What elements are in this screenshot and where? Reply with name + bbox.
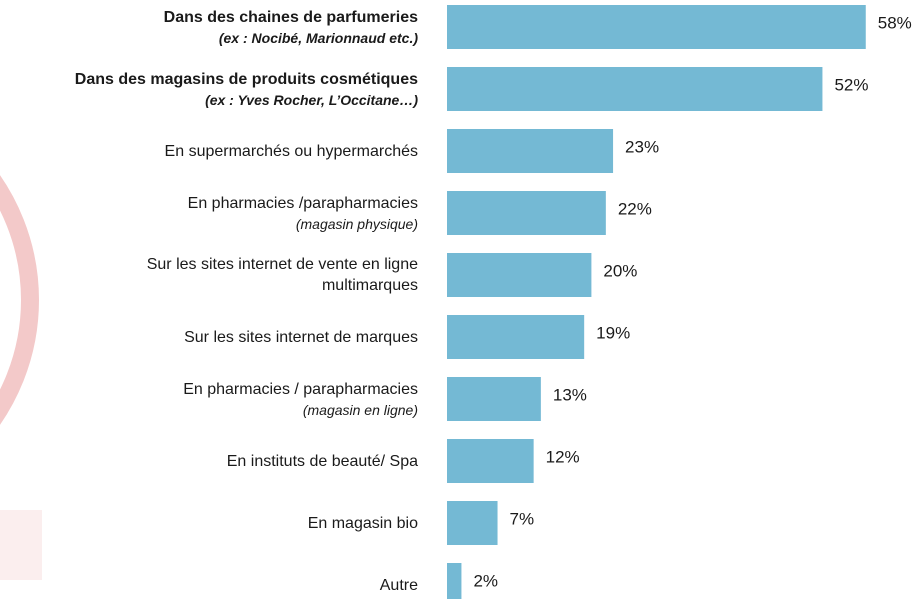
bar bbox=[447, 501, 498, 545]
category-label: Dans des magasins de produits cosmétique… bbox=[74, 70, 418, 88]
value-label: 23% bbox=[625, 137, 659, 156]
bar bbox=[447, 439, 534, 483]
category-label-group: Sur les sites internet de vente en ligne… bbox=[58, 254, 418, 296]
category-label: En pharmacies /parapharmacies bbox=[187, 194, 418, 212]
category-sublabel: (ex : Yves Rocher, L’Occitane…) bbox=[205, 91, 418, 108]
value-label: 19% bbox=[596, 323, 630, 342]
category-label-group: Sur les sites internet de marques bbox=[184, 327, 418, 348]
category-sublabel: (magasin en ligne) bbox=[302, 401, 418, 418]
value-label: 2% bbox=[473, 571, 498, 590]
category-label-group: En pharmacies / parapharmacies (magasin e… bbox=[183, 379, 418, 420]
category-label-group: Dans des chaines de parfumeries (ex : Noc… bbox=[164, 7, 418, 48]
bar bbox=[447, 5, 866, 49]
category-label-group: En supermarchés ou hypermarchés bbox=[165, 141, 418, 162]
bar bbox=[447, 563, 462, 599]
value-label: 58% bbox=[878, 13, 912, 32]
category-label: Sur les sites internet de vente en ligne… bbox=[146, 256, 418, 294]
value-label: 13% bbox=[553, 385, 587, 404]
bar bbox=[447, 315, 585, 359]
bar bbox=[447, 377, 541, 421]
category-label: Dans des chaines de parfumeries bbox=[163, 8, 418, 26]
bar bbox=[447, 191, 606, 235]
category-sublabel: (magasin physique) bbox=[295, 215, 418, 232]
category-label: En supermarchés ou hypermarchés bbox=[164, 142, 418, 160]
category-label: En pharmacies / parapharmacies bbox=[183, 380, 418, 398]
bar bbox=[447, 129, 614, 173]
decor-circle bbox=[0, 175, 39, 425]
category-label: En magasin bio bbox=[307, 514, 418, 532]
value-label: 22% bbox=[618, 199, 652, 218]
category-label-group: En magasin bio bbox=[308, 513, 418, 534]
category-label-group: Autre bbox=[380, 575, 418, 596]
value-label: 12% bbox=[546, 447, 580, 466]
category-label-group: Dans des magasins de produits cosmétique… bbox=[75, 69, 418, 110]
category-label: Autre bbox=[379, 576, 418, 594]
value-label: 20% bbox=[603, 261, 637, 280]
category-label: En instituts de beauté/ Spa bbox=[226, 452, 418, 470]
decor-panel bbox=[0, 510, 42, 580]
value-label: 7% bbox=[510, 509, 535, 528]
category-label-group: En pharmacies /parapharmacies (magasin ph… bbox=[188, 193, 418, 234]
category-label: Sur les sites internet de marques bbox=[184, 328, 418, 346]
bar bbox=[447, 67, 823, 111]
bar bbox=[447, 253, 592, 297]
category-sublabel: (ex : Nocibé, Marionnaud etc.) bbox=[218, 29, 418, 46]
category-label-group: En instituts de beauté/ Spa bbox=[227, 451, 418, 472]
value-label: 52% bbox=[834, 75, 868, 94]
